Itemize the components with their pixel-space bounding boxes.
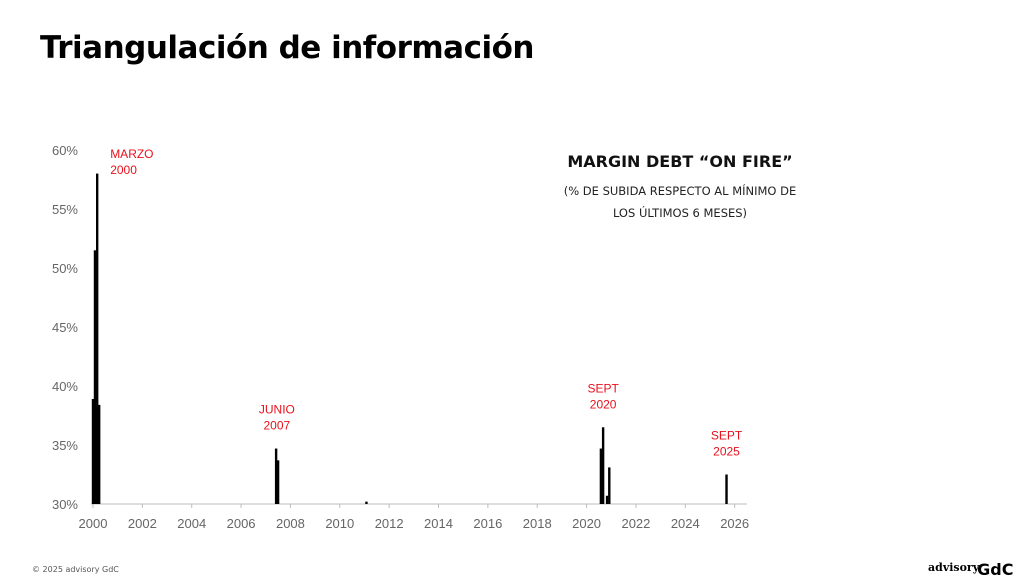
logo-mark: GdC xyxy=(977,560,1014,579)
x-tick-label: 2026 xyxy=(720,516,749,531)
brand-logo: advisory GdC xyxy=(928,556,1013,580)
annotation-label: 2020 xyxy=(590,397,617,411)
data-bar xyxy=(274,448,278,504)
annotation-label: JUNIO xyxy=(259,403,295,417)
data-bar xyxy=(276,460,280,504)
y-tick-label: 50% xyxy=(52,261,78,276)
x-tick-label: 2020 xyxy=(572,516,601,531)
slide-title: Triangulación de información xyxy=(40,30,534,66)
x-tick-label: 2018 xyxy=(523,516,552,531)
annotation-label: SEPT xyxy=(587,381,619,395)
y-tick-label: 40% xyxy=(52,379,78,394)
chart-subtitle-line: (% DE SUBIDA RESPECTO AL MÍNIMO DE xyxy=(563,184,797,198)
data-bar xyxy=(91,398,95,504)
data-bar xyxy=(725,474,728,504)
annotation-label: SEPT xyxy=(711,429,743,443)
chart-title: MARGIN DEBT “ON FIRE” xyxy=(567,152,793,171)
chart-subtitle: (% DE SUBIDA RESPECTO AL MÍNIMO DE LOS Ú… xyxy=(535,180,825,224)
chart-subtitle-line: LOS ÚLTIMOS 6 MESES) xyxy=(612,206,748,220)
y-tick-label: 55% xyxy=(52,202,78,217)
data-bar xyxy=(97,404,101,504)
x-tick-label: 2004 xyxy=(177,516,206,531)
data-bar xyxy=(365,501,368,504)
x-tick-label: 2012 xyxy=(375,516,404,531)
y-tick-label: 30% xyxy=(52,497,78,512)
data-bar xyxy=(601,427,605,504)
annotation-label: 2007 xyxy=(264,419,291,433)
copyright-footer: © 2025 advisory GdC xyxy=(32,565,119,574)
x-tick-label: 2010 xyxy=(325,516,354,531)
x-tick-label: 2024 xyxy=(671,516,700,531)
y-tick-label: 45% xyxy=(52,320,78,335)
x-tick-label: 2016 xyxy=(473,516,502,531)
data-bar xyxy=(95,173,99,504)
annotation-label: MARZO xyxy=(110,147,153,161)
x-tick-label: 2002 xyxy=(128,516,157,531)
annotation-label: 2025 xyxy=(713,445,740,459)
x-tick-label: 2008 xyxy=(276,516,305,531)
data-bar xyxy=(608,467,611,504)
y-tick-label: 60% xyxy=(52,143,78,158)
data-bar xyxy=(599,448,603,504)
data-bar xyxy=(605,495,609,504)
y-tick-label: 35% xyxy=(52,438,78,453)
x-tick-label: 2000 xyxy=(79,516,108,531)
data-bar xyxy=(93,250,97,504)
x-tick-label: 2006 xyxy=(227,516,256,531)
x-tick-label: 2022 xyxy=(621,516,650,531)
logo-word: advisory xyxy=(928,561,980,574)
x-tick-label: 2014 xyxy=(424,516,453,531)
annotation-label: 2000 xyxy=(110,163,137,177)
